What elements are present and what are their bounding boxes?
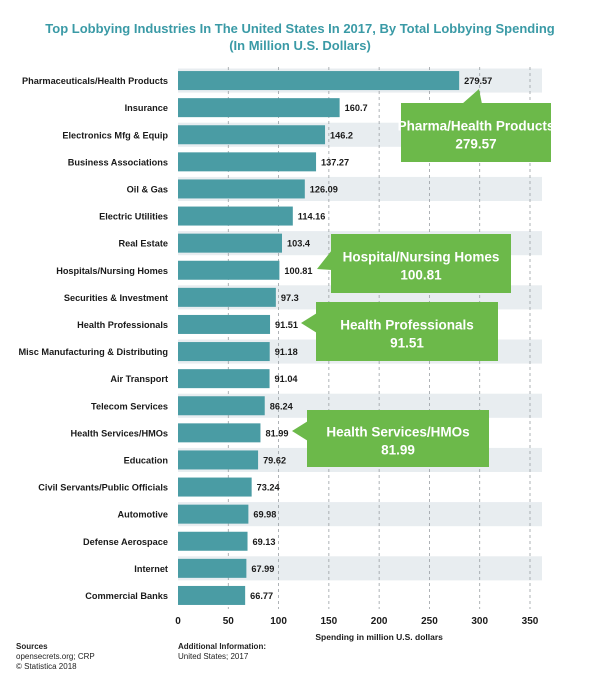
category-label: Real Estate	[118, 239, 168, 249]
callout-value: 279.57	[455, 137, 496, 152]
x-tick-label: 100	[270, 616, 287, 627]
category-label: Education	[124, 455, 169, 465]
category-label: Electric Utilities	[99, 212, 168, 222]
value-label: 91.18	[275, 347, 298, 357]
sources-line: opensecrets.org; CRP	[16, 652, 95, 661]
category-label: Internet	[134, 564, 168, 574]
callout-title: Health Professionals	[340, 318, 474, 333]
bar	[178, 71, 460, 91]
category-label: Civil Servants/Public Officials	[38, 483, 168, 493]
category-label: Oil & Gas	[127, 184, 168, 194]
category-label: Telecom Services	[91, 401, 168, 411]
callout-value: 81.99	[381, 443, 415, 458]
x-tick-label: 200	[371, 616, 388, 627]
bar	[178, 369, 270, 389]
bar	[178, 125, 326, 145]
value-label: 103.4	[287, 239, 311, 249]
bar	[178, 206, 293, 226]
category-label: Pharmaceuticals/Health Products	[22, 76, 168, 86]
category-label: Misc Manufacturing & Distributing	[18, 347, 168, 357]
value-label: 114.16	[298, 212, 326, 222]
callout-box	[307, 410, 489, 467]
callout-pointer	[292, 421, 308, 441]
bar	[178, 233, 282, 253]
bar	[178, 152, 317, 172]
additional-info-block: Additional Information: United States; 2…	[178, 642, 266, 662]
category-label: Health Professionals	[77, 320, 168, 330]
value-label: 146.2	[330, 130, 353, 140]
sources-block: Sources opensecrets.org; CRP © Statistic…	[16, 642, 95, 672]
value-label: 81.99	[265, 428, 288, 438]
callout-box	[316, 302, 498, 361]
value-label: 66.77	[250, 591, 273, 601]
bar	[178, 98, 340, 118]
value-label: 160.7	[345, 103, 368, 113]
callout: Health Services/HMOs 81.99	[292, 410, 489, 467]
x-tick-label: 350	[522, 616, 539, 627]
chart-title: Top Lobbying Industries In The United St…	[45, 21, 555, 36]
value-label: 100.81	[284, 266, 312, 276]
value-label: 91.04	[275, 374, 299, 384]
category-label: Securities & Investment	[64, 293, 168, 303]
callout-value: 91.51	[390, 336, 424, 351]
chart-subtitle: (In Million U.S. Dollars)	[229, 38, 371, 53]
callout-pointer	[462, 89, 482, 104]
bar	[178, 450, 259, 470]
callout-pointer	[301, 313, 317, 333]
value-label: 126.09	[310, 184, 338, 194]
additional-info-line: United States; 2017	[178, 652, 249, 661]
category-label: Hospitals/Nursing Homes	[56, 266, 168, 276]
bar	[178, 396, 265, 416]
category-label: Automotive	[117, 510, 168, 520]
x-tick-label: 150	[321, 616, 338, 627]
callout-box	[331, 234, 511, 293]
category-label: Commercial Banks	[85, 591, 168, 601]
x-tick-label: 250	[421, 616, 438, 627]
callout-box	[401, 103, 551, 162]
bar	[178, 179, 305, 199]
bar	[178, 314, 271, 334]
bar	[178, 342, 270, 362]
value-label: 79.62	[263, 455, 286, 465]
bar	[178, 423, 261, 443]
value-label: 73.24	[257, 483, 281, 493]
bar	[178, 504, 249, 524]
value-label: 279.57	[464, 76, 492, 86]
copyright-line: © Statistica 2018	[16, 662, 77, 671]
category-label: Electronics Mfg & Equip	[62, 130, 168, 140]
bar	[178, 531, 248, 551]
bar	[178, 260, 280, 280]
callout-value: 100.81	[400, 268, 442, 283]
category-label: Insurance	[125, 103, 168, 113]
category-label: Health Services/HMOs	[70, 428, 168, 438]
x-tick-label: 50	[223, 616, 235, 627]
bar	[178, 558, 247, 578]
category-label: Defense Aerospace	[83, 537, 168, 547]
value-label: 69.13	[253, 537, 276, 547]
value-label: 69.98	[253, 510, 276, 520]
callout-title: Pharma/Health Products	[398, 119, 555, 134]
value-label: 67.99	[251, 564, 274, 574]
value-label: 91.51	[275, 320, 298, 330]
callout: Health Professionals 91.51	[301, 302, 498, 361]
x-axis-label: Spending in million U.S. dollars	[315, 632, 443, 642]
sources-heading: Sources	[16, 642, 48, 651]
callout: Hospital/Nursing Homes 100.81	[317, 234, 511, 293]
value-label: 137.27	[321, 157, 349, 167]
callout-title: Health Services/HMOs	[326, 425, 469, 440]
bar	[178, 287, 276, 307]
additional-info-heading: Additional Information:	[178, 642, 266, 651]
category-label: Business Associations	[68, 157, 168, 167]
value-label: 86.24	[270, 401, 294, 411]
bar	[178, 477, 252, 497]
category-label: Air Transport	[110, 374, 168, 384]
x-tick-label: 300	[471, 616, 488, 627]
value-label: 97.3	[281, 293, 299, 303]
x-tick-label: 0	[175, 616, 181, 627]
bar	[178, 585, 246, 605]
callout-title: Hospital/Nursing Homes	[343, 250, 500, 265]
callout-pointer	[317, 250, 332, 270]
callout: Pharma/Health Products 279.57	[398, 89, 555, 162]
